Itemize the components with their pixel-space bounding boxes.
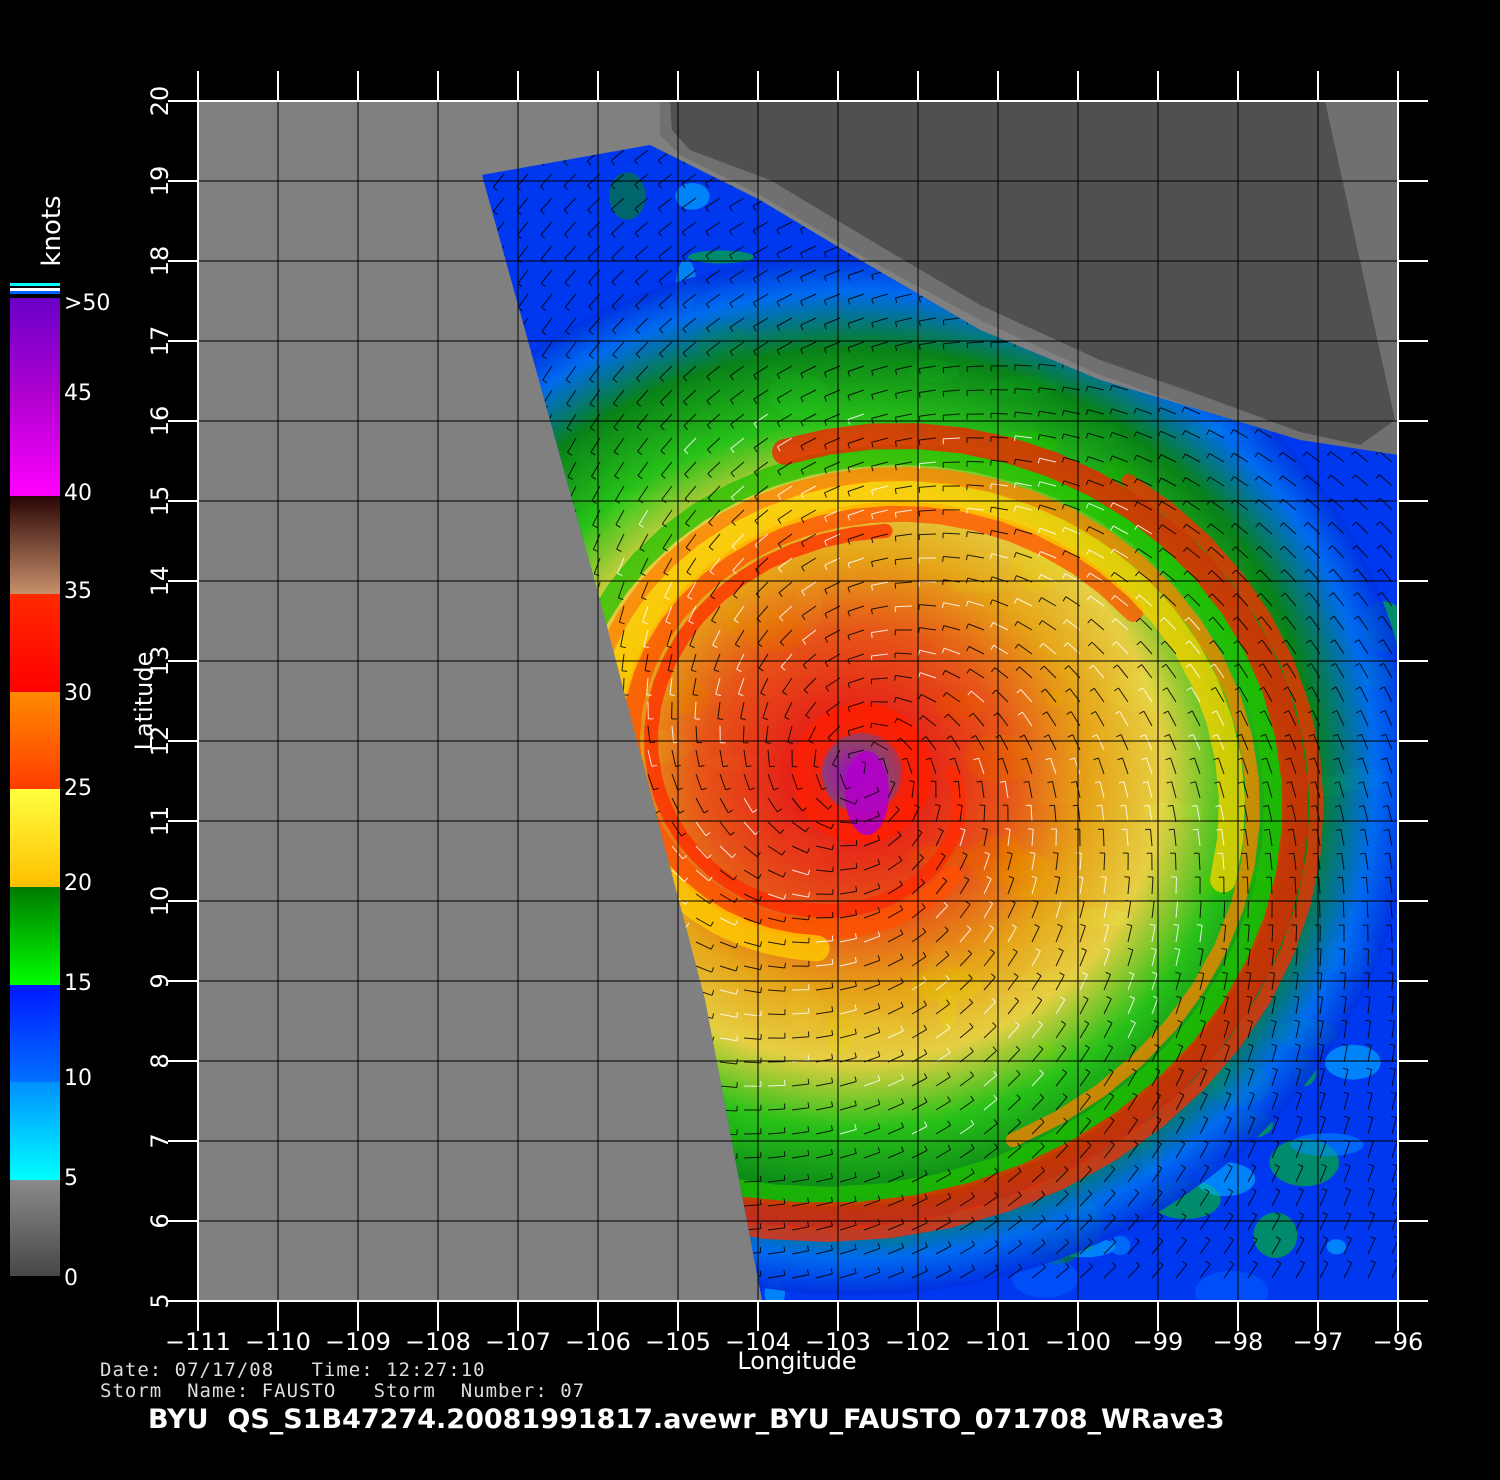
y-tick-label: 12 [146, 726, 174, 757]
colorbar-label: 20 [64, 871, 92, 896]
y-tick-label: 14 [146, 566, 174, 597]
colorbar-cap [10, 288, 60, 291]
x-tick-label: −96 [1373, 1328, 1424, 1356]
axis-ticks [168, 71, 1428, 1331]
y-tick-label: 9 [146, 973, 174, 988]
land-area [670, 101, 1395, 445]
x-tick-label: −101 [965, 1328, 1031, 1356]
x-axis-label: Longitude [737, 1347, 856, 1375]
x-tick-label: −111 [165, 1328, 231, 1356]
date-time-line: Date: 07/17/08 Time: 12:27:10 [100, 1359, 486, 1381]
colorbar [10, 283, 60, 1276]
colorbar-label: 30 [64, 681, 92, 706]
colorbar-segment [10, 594, 60, 692]
y-tick-label: 5 [146, 1293, 174, 1308]
x-tick-label: −108 [405, 1328, 471, 1356]
x-tick-label: −110 [245, 1328, 311, 1356]
x-tick-label: −106 [565, 1328, 631, 1356]
y-tick-label: 8 [146, 1053, 174, 1068]
colorbar-label: 35 [64, 579, 92, 604]
y-tick-label: 19 [146, 166, 174, 197]
colorbar-segment [10, 887, 60, 985]
colorbar-label: 40 [64, 481, 92, 506]
colorbar-segment [10, 397, 60, 496]
product-filename: BYU QS_S1B47274.20081991817.avewr_BYU_FA… [148, 1404, 1225, 1435]
colorbar-segment [10, 789, 60, 887]
x-tick-label: −104 [725, 1328, 791, 1356]
storm-core [845, 751, 889, 835]
colorbar-labels: 0 5 10 15 20 25 30 35 40 45 >50 [64, 291, 110, 1291]
wind-map: −111 −110 −109 −108 −107 −106 −105 −104 −103 −102… [10, 71, 1428, 1375]
y-tick-label: 20 [146, 86, 174, 117]
colorbar-segment [10, 496, 60, 594]
y-tick-label: 15 [146, 486, 174, 517]
colorbar-label: >50 [64, 291, 110, 316]
colorbar-title: knots [37, 195, 67, 266]
colorbar-segment [10, 1082, 60, 1180]
y-tick-label: 6 [146, 1213, 174, 1228]
colorbar-label: 15 [64, 971, 92, 996]
colorbar-label: 0 [64, 1266, 78, 1291]
x-tick-label: −102 [885, 1328, 951, 1356]
colorbar-cap [10, 291, 60, 294]
y-tick-label: 13 [146, 646, 174, 677]
colorbar-label: 5 [64, 1166, 78, 1191]
y-tick-label: 18 [146, 246, 174, 277]
y-tick-label: 7 [146, 1133, 174, 1148]
colorbar-cap [10, 283, 60, 286]
y-tick-label: 16 [146, 406, 174, 437]
x-tick-label: −105 [645, 1328, 711, 1356]
storm-info-line: Storm Name: FAUSTO Storm Number: 07 [100, 1380, 586, 1402]
colorbar-label: 25 [64, 776, 92, 801]
y-axis-label: Latitude [130, 652, 158, 751]
x-tick-label: −103 [805, 1328, 871, 1356]
colorbar-segment [10, 692, 60, 789]
y-tick-label: 17 [146, 326, 174, 357]
colorbar-label: 45 [64, 381, 92, 406]
colorbar-label: 10 [64, 1066, 92, 1091]
x-tick-label: −98 [1213, 1328, 1264, 1356]
y-tick-label: 10 [146, 886, 174, 917]
x-tick-labels: −111 −110 −109 −108 −107 −106 −105 −104 −103 −102… [165, 1328, 1423, 1356]
x-tick-label: −109 [325, 1328, 391, 1356]
colorbar-segment [10, 298, 60, 397]
y-tick-labels: 5 6 7 8 9 10 11 12 13 14 15 16 17 18 19 20 [146, 86, 174, 1309]
x-tick-label: −97 [1293, 1328, 1344, 1356]
y-tick-label: 11 [146, 806, 174, 837]
x-tick-label: −100 [1045, 1328, 1111, 1356]
colorbar-segment [10, 1180, 60, 1276]
x-tick-label: −99 [1133, 1328, 1184, 1356]
x-tick-label: −107 [485, 1328, 551, 1356]
colorbar-segment [10, 985, 60, 1082]
plot-frame [197, 100, 1399, 1302]
